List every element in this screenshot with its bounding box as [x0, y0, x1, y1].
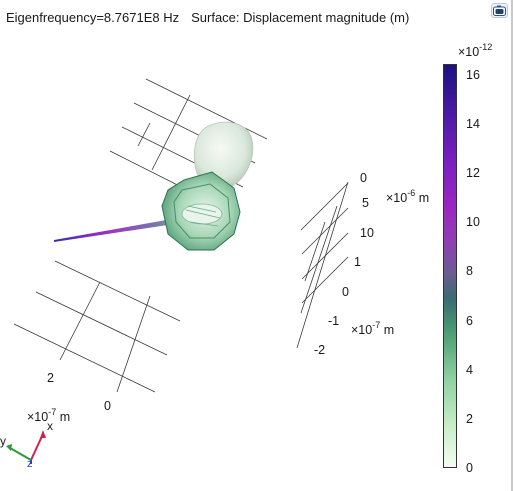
z-tick-neg2: -2 — [314, 343, 326, 357]
z-tick-neg1: -1 — [328, 314, 340, 328]
lower-grid — [13, 260, 181, 393]
x-tick-0: 0 — [104, 399, 111, 413]
x-tick-2: 2 — [47, 371, 54, 385]
z-axis-exponent: ×10-7 m — [351, 320, 395, 337]
colorbar-tick-8: 8 — [466, 264, 473, 278]
colorbar-tick-12: 12 — [466, 166, 480, 180]
y-tick-10: 10 — [360, 226, 374, 240]
surface-label: Surface: Displacement magnitude (m) — [191, 10, 410, 25]
eigenfrequency-label: Eigenfrequency=8.7671E8 Hz — [6, 10, 180, 25]
triad-y-label: y — [0, 434, 6, 448]
colorbar-tick-4: 4 — [466, 363, 473, 377]
z-tick-1: 1 — [354, 255, 361, 269]
plot-title: Eigenfrequency=8.7671E8 Hz Surface: Displ… — [6, 10, 409, 25]
colorbar-exponent: ×10-12 — [458, 42, 493, 59]
colorbar-tick-0: 0 — [466, 461, 473, 475]
y-axis-exponent: ×10-6 m — [386, 188, 430, 205]
probe-needle — [54, 214, 201, 242]
window-edge — [511, 0, 513, 491]
y-tick-5: 5 — [362, 196, 369, 210]
triad-x-label: x — [47, 419, 53, 433]
colorbar — [443, 64, 457, 468]
upper-grid — [109, 78, 268, 212]
x-axis-exponent: ×10-7 m — [27, 407, 71, 424]
colorbar-tick-10: 10 — [466, 215, 480, 229]
colorbar-tick-16: 16 — [466, 68, 480, 82]
triad-z-label: z — [27, 458, 33, 470]
z-tick-0: 0 — [342, 285, 349, 299]
colorbar-tick-2: 2 — [466, 412, 473, 426]
side-grid — [296, 181, 349, 349]
mesh-disk — [161, 171, 241, 251]
y-tick-0: 0 — [360, 171, 367, 185]
axis-triad — [6, 430, 46, 464]
colorbar-tick-14: 14 — [466, 117, 480, 131]
colorbar-tick-6: 6 — [466, 314, 473, 328]
camera-icon-glyph — [493, 5, 506, 16]
camera-icon[interactable] — [491, 3, 508, 18]
